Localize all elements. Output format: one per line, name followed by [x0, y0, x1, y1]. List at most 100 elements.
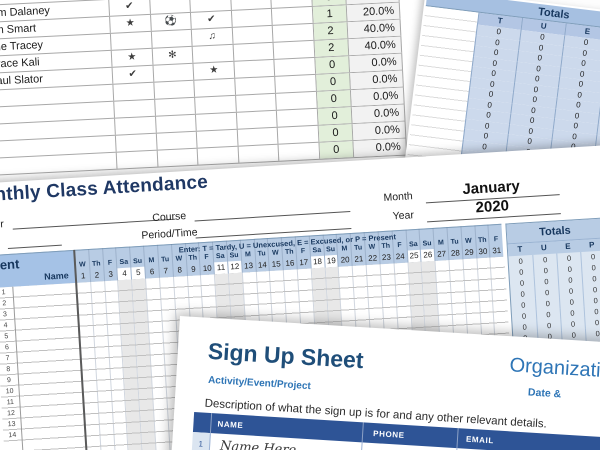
day-number-label: 13	[243, 261, 254, 271]
day-number-label: 7	[163, 266, 169, 276]
attendance-percent-cell: 40.0%	[347, 19, 402, 39]
day-of-week-label: Th	[381, 242, 391, 251]
day-of-week-label: F	[300, 247, 306, 256]
present-count-cell: 1	[312, 5, 348, 23]
course-field-label: Course	[151, 210, 187, 225]
day-number-label: 22	[367, 253, 378, 263]
day-number-label: 20	[340, 255, 350, 265]
day-number-label: 6	[149, 267, 155, 277]
present-count-cell: 0	[315, 56, 351, 74]
day-of-week-label: M	[437, 239, 445, 247]
day-of-week-label: W	[271, 249, 280, 257]
day-number-label: 15	[271, 259, 281, 269]
day-of-week-label: W	[78, 261, 86, 269]
attendance-mark-cell	[232, 25, 274, 44]
attendance-mark-cell	[277, 108, 319, 127]
course-field-line	[194, 210, 351, 222]
attendance-mark-cell	[235, 76, 277, 95]
attendance-mark-cell	[115, 116, 157, 135]
period-field-label: Period/Time	[141, 226, 198, 242]
day-of-week-label: Su	[229, 251, 239, 260]
day-number-label: 16	[285, 258, 295, 269]
day-number-label: 5	[131, 266, 146, 280]
attendance-mark-cell	[274, 57, 317, 76]
day-of-week-label: Tu	[257, 250, 266, 258]
day-number-label: 14	[257, 260, 268, 270]
attendance-mark-cell	[273, 40, 316, 59]
day-number-label: 18	[310, 255, 325, 269]
student-header-label: Student	[0, 256, 20, 275]
attendance-mark-cell: ★	[111, 48, 154, 67]
attendance-mark-cell: ★	[110, 14, 152, 33]
attendance-mark-cell	[278, 125, 320, 144]
day-number-label: 2	[94, 270, 100, 280]
organization-label: Organization	[508, 354, 600, 384]
day-number-label: 31	[492, 245, 502, 256]
attendance-mark-cell	[197, 146, 240, 165]
attendance-mark-cell	[237, 127, 279, 146]
attendance-mark-cell	[113, 82, 155, 101]
extra-field-line	[7, 244, 62, 249]
day-number-label: 9	[190, 264, 196, 274]
roster-table: Tom Dalaney ✔ 3 60.0% Jim Smart ★ ⚽ ✔ 1	[0, 0, 408, 176]
attendance-mark-cell	[238, 144, 280, 163]
present-count-cell: 0	[318, 124, 354, 142]
day-of-week-label: W	[465, 237, 473, 246]
attendance-mark-cell	[275, 74, 317, 93]
present-count-cell: 0	[316, 90, 352, 108]
day-number-label: 11	[214, 261, 228, 275]
attendance-mark-cell	[154, 97, 197, 116]
attendance-percent-cell: 0.0%	[350, 87, 405, 107]
day-number-label: 25	[407, 249, 421, 263]
day-of-week-label: F	[107, 259, 113, 267]
day-of-week-label: F	[493, 236, 499, 244]
teacher-field-line	[12, 218, 176, 230]
date-label: Date &	[527, 386, 562, 401]
day-of-week-label: Th	[91, 260, 101, 268]
day-number-label: 1	[80, 271, 86, 281]
page-title: Sign Up Sheet	[207, 337, 365, 374]
day-of-week-label: Su	[325, 246, 336, 254]
present-total-cell: 0	[584, 316, 600, 329]
attendance-percent-cell: 0.0%	[353, 138, 408, 158]
attendance-mark-cell	[153, 63, 195, 82]
attendance-mark-cell: ✔	[109, 0, 151, 16]
attendance-mark-cell	[155, 114, 197, 133]
day-of-week-label: Th	[477, 236, 487, 245]
attendance-mark-cell	[192, 44, 235, 63]
attendance-percent-cell: 0.0%	[352, 121, 407, 141]
day-of-week-label: F	[204, 253, 209, 261]
attendance-percent-cell: 0.0%	[351, 104, 406, 124]
month-field-label: Month	[383, 190, 414, 204]
present-count-cell: 2	[314, 39, 350, 57]
day-number-label: 29	[464, 247, 474, 258]
attendance-mark-cell	[278, 142, 321, 161]
day-of-week-label: W	[175, 255, 183, 263]
attendance-mark-cell	[196, 129, 239, 148]
attendance-mark-cell	[272, 6, 314, 25]
day-number-label: 8	[177, 265, 183, 275]
teacher-field-label: Teacher	[0, 218, 5, 233]
attendance-mark-cell	[233, 42, 275, 61]
day-of-week-label: Sa	[408, 240, 418, 249]
day-of-week-label: Tu	[353, 244, 363, 252]
day-number-label: 4	[117, 267, 132, 281]
activity-subtitle: Activity/Event/Project	[207, 374, 312, 393]
day-of-week-label: Th	[188, 254, 198, 262]
day-of-week-label: M	[244, 251, 252, 259]
day-number-label: 12	[228, 260, 242, 274]
present-count-cell: 0	[316, 73, 351, 91]
day-of-week-label: Sa	[215, 252, 225, 261]
day-number-label: 17	[299, 257, 309, 268]
attendance-mark-cell	[276, 91, 318, 110]
attendance-percent-cell: 0.0%	[350, 70, 404, 90]
row-number: 14	[8, 431, 17, 440]
day-number-label: 24	[395, 251, 405, 262]
attendance-mark-cell	[115, 133, 158, 152]
day-number-label: 21	[354, 254, 364, 264]
day-of-week-label: F	[397, 241, 402, 250]
day-number-label: 23	[381, 252, 392, 263]
student-name-header-cell: Student Name	[0, 249, 77, 291]
attendance-mark-cell: ✔	[112, 65, 154, 84]
